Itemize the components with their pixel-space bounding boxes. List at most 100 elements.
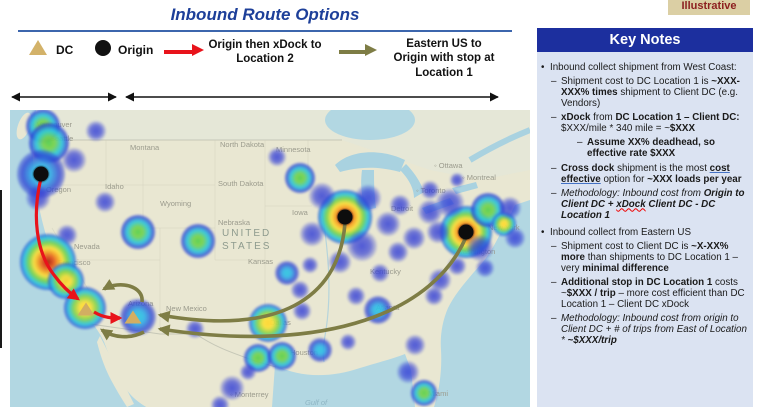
heat-blob [425,287,443,305]
map-label: New Mexico [166,304,207,313]
map-label: UNITED [222,228,272,239]
map-label: Kansas [248,257,274,266]
map-label: STATES [222,241,272,252]
legend-red-route-label: Origin then xDock to Location 2 [208,39,322,66]
heat-blob [347,287,365,305]
key-note: – Shipment cost to Client DC is ~X-XX% mo… [551,240,738,274]
map-label: Nevada [74,242,100,251]
red-arrow-icon [164,50,194,54]
key-notes-panel: Key Notes • Inbound collect shipment from… [537,28,753,407]
map-label: Gulf of [305,398,328,407]
origin-west [33,166,49,182]
heat-blob [285,163,315,193]
heat-blob [467,235,493,261]
heat-blob [268,148,286,166]
land-mass [32,110,530,407]
heat-blob [181,224,215,258]
dc-triangle-icon [29,40,47,55]
key-notes-header: Key Notes [537,28,753,52]
heat-blob [240,364,256,380]
heat-blob [302,257,318,273]
map-label: Houston [290,348,318,357]
key-note: • Inbound collect from Eastern US [541,226,692,238]
heat-blob [499,197,521,219]
heat-blob [505,228,525,248]
heat-blob [411,380,437,406]
heat-blob [268,342,296,370]
route-olive-east [157,236,468,339]
heat-blob [403,227,425,249]
map-label: Minnesota [276,145,311,154]
heat-blob [388,242,408,262]
key-note: • Inbound collect shipment from West Coas… [541,62,737,73]
heat-blob [120,299,156,335]
heat-blob [397,361,419,383]
legend-dc-label: DC [56,43,74,57]
map-label: ◦ Ottawa [434,161,463,170]
map-label: Iowa [292,208,308,217]
key-note: – Assume XX% deadhead, so effective rate … [577,137,715,160]
map-label: Wyoming [160,199,192,208]
heatmap-us-map: ◦ VancouverSeattleMontanaNorth DakotaSou… [10,110,530,407]
heat-blob [355,185,381,211]
olive-arrow-icon [339,50,367,54]
heat-blob [390,195,410,215]
legend-olive-route-label: Eastern US to Origin with stop at Locati… [393,38,495,79]
route-olive-loop-bottom [100,328,145,341]
map-heat-blobs [10,110,530,407]
heat-blob [450,173,464,187]
heat-blob [291,281,309,299]
map-label: ◦ Montreal [462,173,496,182]
heat-blob [405,335,425,355]
map-label: South Dakota [218,179,264,188]
red-arrow-head-icon [192,44,204,56]
map-label: ◦ Monterrey [230,390,269,399]
route-olive-chicago [157,222,347,323]
route-red-origin-to-loc2 [34,177,80,301]
heat-blob [347,231,377,261]
page-title: Inbound Route Options [170,5,360,24]
heat-blob [421,181,439,199]
map-label: Miami [428,389,448,398]
heat-blob [376,212,400,236]
key-note: – Methodology: Inbound cost from Origin t… [551,187,745,221]
key-note: – Shipment cost to DC Location 1 is ~XXX-… [551,76,740,110]
heat-blob [476,259,494,277]
key-note: – Additional stop in DC Location 1 costs … [551,277,745,311]
heat-blob [293,302,311,320]
heat-blob [429,269,451,291]
heat-blob [300,222,324,246]
origin-circle-icon [95,40,111,56]
key-note: – Methodology: Inbound cost from origin t… [551,313,747,347]
illustrative-tag: Illustrative [668,0,750,15]
heat-blob [427,221,449,243]
route-red-loc2-to-loc1 [93,310,123,324]
origin-east [458,224,474,240]
key-note: – Cross dock shipment is the most cost ef… [551,162,742,185]
map-label: Nebraska [218,218,251,227]
map-label: Idaho [105,182,124,191]
heat-blob [62,148,86,172]
heat-blob [86,121,106,141]
span-arrows [11,92,499,102]
left-edge-line [0,190,2,348]
title-underline [18,30,512,32]
heat-blob [211,396,229,407]
key-note: – xDock from DC Location 1 – Client DC: $… [551,112,740,135]
heat-blob [340,334,356,350]
olive-arrow-head-icon [365,44,377,56]
heat-blob [309,183,335,209]
legend-origin-label: Origin [118,43,154,57]
route-olive-loop-top [101,279,144,303]
heat-blob [308,338,332,362]
heat-blob [121,215,155,249]
map-routes-layer [34,177,468,341]
heat-blob [95,192,115,212]
heat-blob [418,200,442,224]
heat-blob [371,264,389,282]
origin-chicago [337,209,353,225]
key-notes-list: • Inbound collect shipment from West Coas… [537,52,753,346]
map-label: Montana [130,143,160,152]
map-label: North Dakota [220,140,265,149]
